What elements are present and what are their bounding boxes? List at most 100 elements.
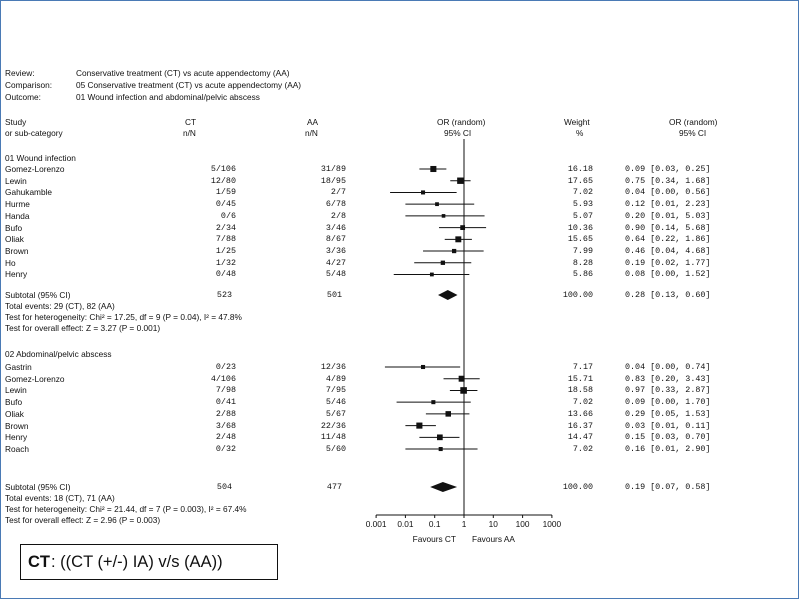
study-aa-value: 12/36	[320, 362, 346, 372]
col-weight-subheader: %	[576, 128, 584, 138]
subtotal-diamond	[438, 290, 458, 300]
subtotal-weight: 100.00	[562, 290, 593, 300]
x-tick-label: 10	[489, 519, 499, 529]
subtotal-weight: 100.00	[562, 482, 593, 492]
study-ct-value: 0/48	[215, 269, 236, 280]
col-aa-header: AA	[307, 117, 319, 127]
study-point	[430, 165, 437, 173]
subtotal-ct: 504	[216, 482, 232, 492]
study-name: Brown	[5, 246, 29, 257]
study-aa-value: 2/8	[330, 210, 346, 221]
study-aa-value: 5/60	[325, 444, 346, 455]
study-aa-value: 8/67	[325, 234, 346, 245]
study-point	[441, 214, 446, 218]
study-point	[457, 177, 464, 184]
study-weight: 15.71	[567, 373, 593, 384]
ct-abbrev: CT	[28, 552, 50, 571]
favours-ct-label: Favours CT	[413, 534, 456, 544]
study-name: Handa	[5, 210, 30, 221]
study-weight: 16.37	[567, 420, 593, 431]
study-ct-value: 1/25	[215, 246, 236, 257]
study-aa-value: 2/7	[330, 187, 346, 198]
study-or-ci: 0.09 [0.03, 0.25]	[625, 164, 711, 174]
study-weight: 13.66	[567, 408, 593, 419]
col-or-subheader: 95% CI	[444, 128, 472, 138]
study-name: Henry	[5, 269, 28, 280]
study-point	[460, 225, 466, 230]
study-or-ci: 0.46 [0.04, 4.68]	[625, 246, 711, 257]
study-or-ci: 0.04 [0.00, 0.56]	[625, 187, 711, 198]
subtotal-label: Subtotal (95% CI)	[5, 482, 71, 492]
study-or-ci: 0.12 [0.01, 2.23]	[625, 199, 711, 210]
study-aa-value: 22/36	[320, 420, 346, 431]
col-study-subheader: or sub-category	[5, 128, 63, 138]
study-name: Gahukamble	[5, 187, 53, 198]
study-weight: 5.93	[572, 199, 593, 210]
study-ct-value: 4/106	[210, 373, 236, 384]
study-point	[435, 202, 439, 207]
subtotal-aa: 501	[326, 290, 342, 300]
study-or-ci: 0.04 [0.00, 0.74]	[625, 362, 711, 372]
study-ct-value: 5/106	[210, 164, 236, 174]
study-or-ci: 0.90 [0.14, 5.68]	[625, 222, 711, 233]
overall-effect-test: Test for overall effect: Z = 2.96 (P = 0…	[5, 515, 161, 525]
group-title: 01 Wound infection	[5, 153, 76, 163]
study-aa-value: 31/89	[320, 164, 346, 174]
study-ct-value: 7/98	[215, 385, 236, 396]
study-aa-value: 3/36	[325, 246, 346, 257]
study-weight: 5.86	[572, 269, 593, 280]
study-weight: 10.36	[567, 222, 593, 233]
study-ct-value: 3/68	[215, 420, 236, 431]
study-ct-value: 0/45	[215, 199, 236, 210]
outcome-value: 01 Wound infection and abdominal/pelvic …	[76, 92, 260, 102]
study-name: Gomez-Lorenzo	[5, 373, 65, 384]
total-events: Total events: 29 (CT), 82 (AA)	[5, 301, 115, 311]
x-tick-label: 100	[516, 519, 530, 529]
study-point	[451, 248, 457, 254]
comparison-value: 05 Conservative treatment (CT) vs acute …	[76, 80, 302, 90]
study-ct-value: 12/80	[210, 175, 236, 186]
study-name: Hurme	[5, 199, 30, 210]
study-weight: 17.65	[567, 175, 593, 186]
outcome-label: Outcome:	[5, 92, 41, 102]
study-weight: 7.02	[572, 397, 593, 408]
study-ct-value: 0/32	[215, 444, 236, 455]
study-or-ci: 0.03 [0.01, 0.11]	[625, 420, 711, 431]
study-or-ci: 0.09 [0.00, 1.70]	[625, 397, 711, 408]
study-ct-value: 0/6	[220, 210, 236, 221]
x-tick-label: 0.1	[429, 519, 441, 529]
col-or-header: OR (random)	[437, 117, 486, 127]
study-point	[421, 190, 426, 195]
study-name: Brown	[5, 420, 29, 431]
group-title: 02 Abdominal/pelvic abscess	[5, 349, 112, 359]
subtotal-label: Subtotal (95% CI)	[5, 290, 71, 300]
subtotal-or-ci: 0.19 [0.07, 0.58]	[625, 482, 711, 492]
study-weight: 16.18	[567, 164, 593, 174]
overall-effect-test: Test for overall effect: Z = 3.27 (P = 0…	[5, 323, 161, 333]
study-or-ci: 0.20 [0.01, 5.03]	[625, 210, 711, 221]
col-ct-subheader: n/N	[183, 128, 196, 138]
study-ct-value: 0/23	[215, 362, 236, 372]
review-value: Conservative treatment (CT) vs acute app…	[76, 68, 290, 78]
col-or-right-subheader: 95% CI	[679, 128, 707, 138]
subtotal-diamond	[430, 482, 458, 492]
study-or-ci: 0.08 [0.00, 1.52]	[625, 269, 711, 280]
study-ct-value: 7/88	[215, 234, 236, 245]
study-point	[429, 272, 434, 277]
study-aa-value: 6/78	[325, 199, 346, 210]
study-aa-value: 4/27	[325, 257, 346, 268]
heterogeneity-test: Test for heterogeneity: Chi² = 17.25, df…	[5, 312, 242, 322]
heterogeneity-test: Test for heterogeneity: Chi² = 21.44, df…	[5, 504, 247, 514]
study-name: Ho	[5, 257, 16, 268]
study-ct-value: 1/59	[215, 187, 236, 198]
study-name: Lewin	[5, 385, 27, 396]
study-point	[431, 400, 436, 405]
ct-definition-box: CT: ((CT (+/-) IA) v/s (AA))	[20, 544, 278, 580]
study-name: Gomez-Lorenzo	[5, 164, 65, 174]
study-name: Henry	[5, 432, 28, 443]
study-point	[437, 434, 443, 441]
study-weight: 14.47	[567, 432, 593, 443]
col-weight-header: Weight	[564, 117, 590, 127]
study-weight: 5.07	[572, 210, 593, 221]
ct-definition: : ((CT (+/-) IA) v/s (AA))	[51, 552, 223, 571]
